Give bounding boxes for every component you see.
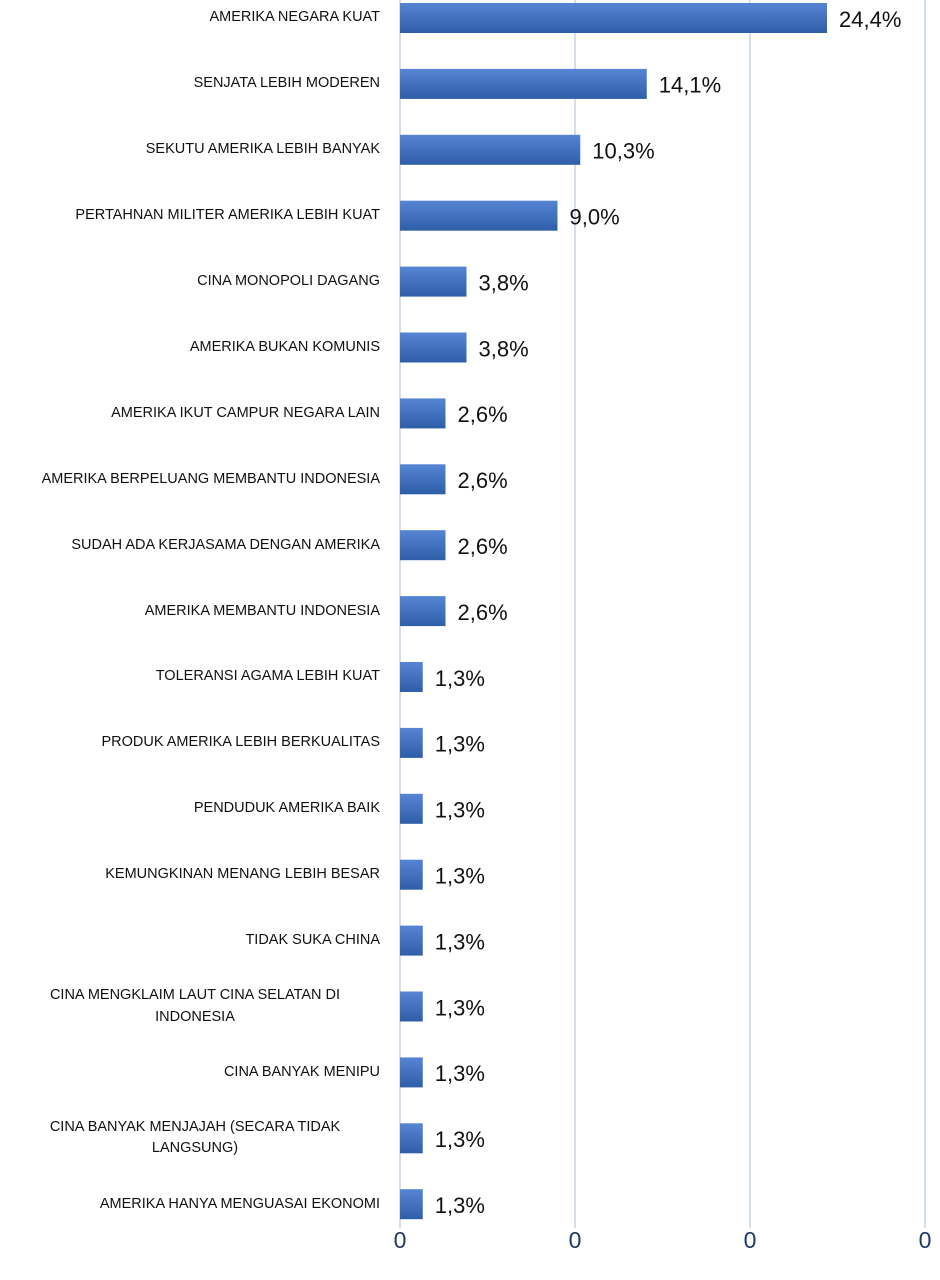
y-tick-label-box: AMERIKA IKUT CAMPUR NEGARA LAIN xyxy=(10,383,380,443)
data-label: 1,3% xyxy=(435,995,485,1020)
bar xyxy=(400,266,467,297)
x-tick-label: 0 xyxy=(569,1227,582,1253)
y-tick-label-box: PERTAHNAN MILITER AMERIKA LEBIH KUAT xyxy=(10,186,380,246)
data-label: 1,3% xyxy=(435,864,485,889)
bar xyxy=(400,727,423,758)
y-tick-label-box: CINA BANYAK MENIPU xyxy=(10,1042,380,1102)
data-label: 2,6% xyxy=(458,402,508,427)
data-label: 1,3% xyxy=(435,1061,485,1086)
data-label: 2,6% xyxy=(458,600,508,625)
y-tick-label: PERTAHNAN MILITER AMERIKA LEBIH KUAT xyxy=(75,207,380,224)
bar xyxy=(400,925,423,956)
bar xyxy=(400,793,423,824)
y-tick-label: TOLERANSI AGAMA LEBIH KUAT xyxy=(155,668,380,685)
y-tick-label: PENDUDUK AMERIKA BAIK xyxy=(193,800,380,817)
y-tick-label-box: AMERIKA MEMBANTU INDONESIA xyxy=(10,581,380,641)
y-tick-label-box: CINA MENGKLAIM LAUT CINA SELATAN DI INDO… xyxy=(10,977,380,1037)
data-label: 1,3% xyxy=(435,798,485,823)
data-label: 24,4% xyxy=(839,7,901,32)
bar xyxy=(400,662,423,692)
bar xyxy=(400,464,446,495)
bar xyxy=(400,530,446,561)
y-tick-label: AMERIKA MEMBANTU INDONESIA xyxy=(144,602,380,619)
data-label: 2,6% xyxy=(458,534,508,559)
y-tick-label-box: CINA BANYAK MENJAJAH (SECARA TIDAK LANGS… xyxy=(10,1108,380,1168)
data-label: 2,6% xyxy=(458,468,508,493)
y-tick-label: PRODUK AMERIKA LEBIH BERKUALITAS xyxy=(101,734,380,751)
y-tick-label: SEKUTU AMERIKA LEBIH BANYAK xyxy=(145,141,380,158)
y-tick-label-box: TIDAK SUKA CHINA xyxy=(10,911,380,971)
data-label: 1,3% xyxy=(435,732,485,757)
bar xyxy=(400,3,827,33)
data-label: 1,3% xyxy=(435,666,485,691)
y-tick-label: KEMUNGKINAN MENANG LEBIH BESAR xyxy=(105,866,380,883)
y-tick-label: TIDAK SUKA CHINA xyxy=(245,932,380,949)
y-tick-label-box: CINA MONOPOLI DAGANG xyxy=(10,252,380,312)
y-tick-label-box: AMERIKA BERPELUANG MEMBANTU INDONESIA xyxy=(10,449,380,509)
data-label: 10,3% xyxy=(592,139,654,164)
y-tick-label-box: SUDAH ADA KERJASAMA DENGAN AMERIKA xyxy=(10,515,380,575)
y-tick-label-box: AMERIKA NEGARA KUAT xyxy=(10,0,380,48)
bar xyxy=(400,596,446,627)
x-tick-label: 0 xyxy=(394,1227,407,1253)
bar xyxy=(400,332,467,363)
y-tick-label-box: SEKUTU AMERIKA LEBIH BANYAK xyxy=(10,120,380,180)
y-tick-label-box: PENDUDUK AMERIKA BAIK xyxy=(10,779,380,839)
bar xyxy=(400,991,423,1022)
y-tick-label-box: TOLERANSI AGAMA LEBIH KUAT xyxy=(10,647,380,707)
data-label: 1,3% xyxy=(435,1127,485,1152)
y-tick-label-box: AMERIKA BUKAN KOMUNIS xyxy=(10,318,380,378)
y-tick-label: SUDAH ADA KERJASAMA DENGAN AMERIKA xyxy=(71,536,380,553)
bar xyxy=(400,134,581,165)
data-label: 3,8% xyxy=(479,336,529,361)
y-tick-label: CINA MENGKLAIM LAUT CINA SELATAN DI INDO… xyxy=(49,987,341,1025)
y-tick-label-box: PRODUK AMERIKA LEBIH BERKUALITAS xyxy=(10,713,380,773)
y-tick-label: AMERIKA HANYA MENGUASAI EKONOMI xyxy=(99,1195,380,1212)
y-tick-label: SENJATA LEBIH MODEREN xyxy=(193,75,380,92)
bar xyxy=(400,68,647,99)
data-label: 14,1% xyxy=(659,73,721,98)
y-tick-label: AMERIKA NEGARA KUAT xyxy=(209,9,380,26)
y-tick-label: CINA MONOPOLI DAGANG xyxy=(197,273,380,290)
y-tick-label-box: AMERIKA HANYA MENGUASAI EKONOMI xyxy=(10,1174,380,1234)
y-tick-label: AMERIKA BUKAN KOMUNIS xyxy=(189,338,380,355)
bar xyxy=(400,200,558,231)
bar xyxy=(400,1189,423,1220)
y-tick-label: CINA BANYAK MENJAJAH (SECARA TIDAK LANGS… xyxy=(49,1119,341,1157)
data-label: 1,3% xyxy=(435,1193,485,1218)
x-tick-label: 0 xyxy=(919,1227,932,1253)
data-label: 3,8% xyxy=(479,270,529,295)
y-tick-label-box: SENJATA LEBIH MODEREN xyxy=(10,54,380,114)
y-tick-label-box: KEMUNGKINAN MENANG LEBIH BESAR xyxy=(10,845,380,905)
bar xyxy=(400,1123,423,1154)
y-tick-label: CINA BANYAK MENIPU xyxy=(223,1063,380,1080)
bar xyxy=(400,859,423,890)
x-tick-label: 0 xyxy=(744,1227,757,1253)
bar xyxy=(400,398,446,429)
data-label: 1,3% xyxy=(435,929,485,954)
data-label: 9,0% xyxy=(570,205,620,230)
y-tick-label: AMERIKA IKUT CAMPUR NEGARA LAIN xyxy=(111,404,380,421)
bar xyxy=(400,1057,423,1088)
y-tick-label: AMERIKA BERPELUANG MEMBANTU INDONESIA xyxy=(41,470,380,487)
